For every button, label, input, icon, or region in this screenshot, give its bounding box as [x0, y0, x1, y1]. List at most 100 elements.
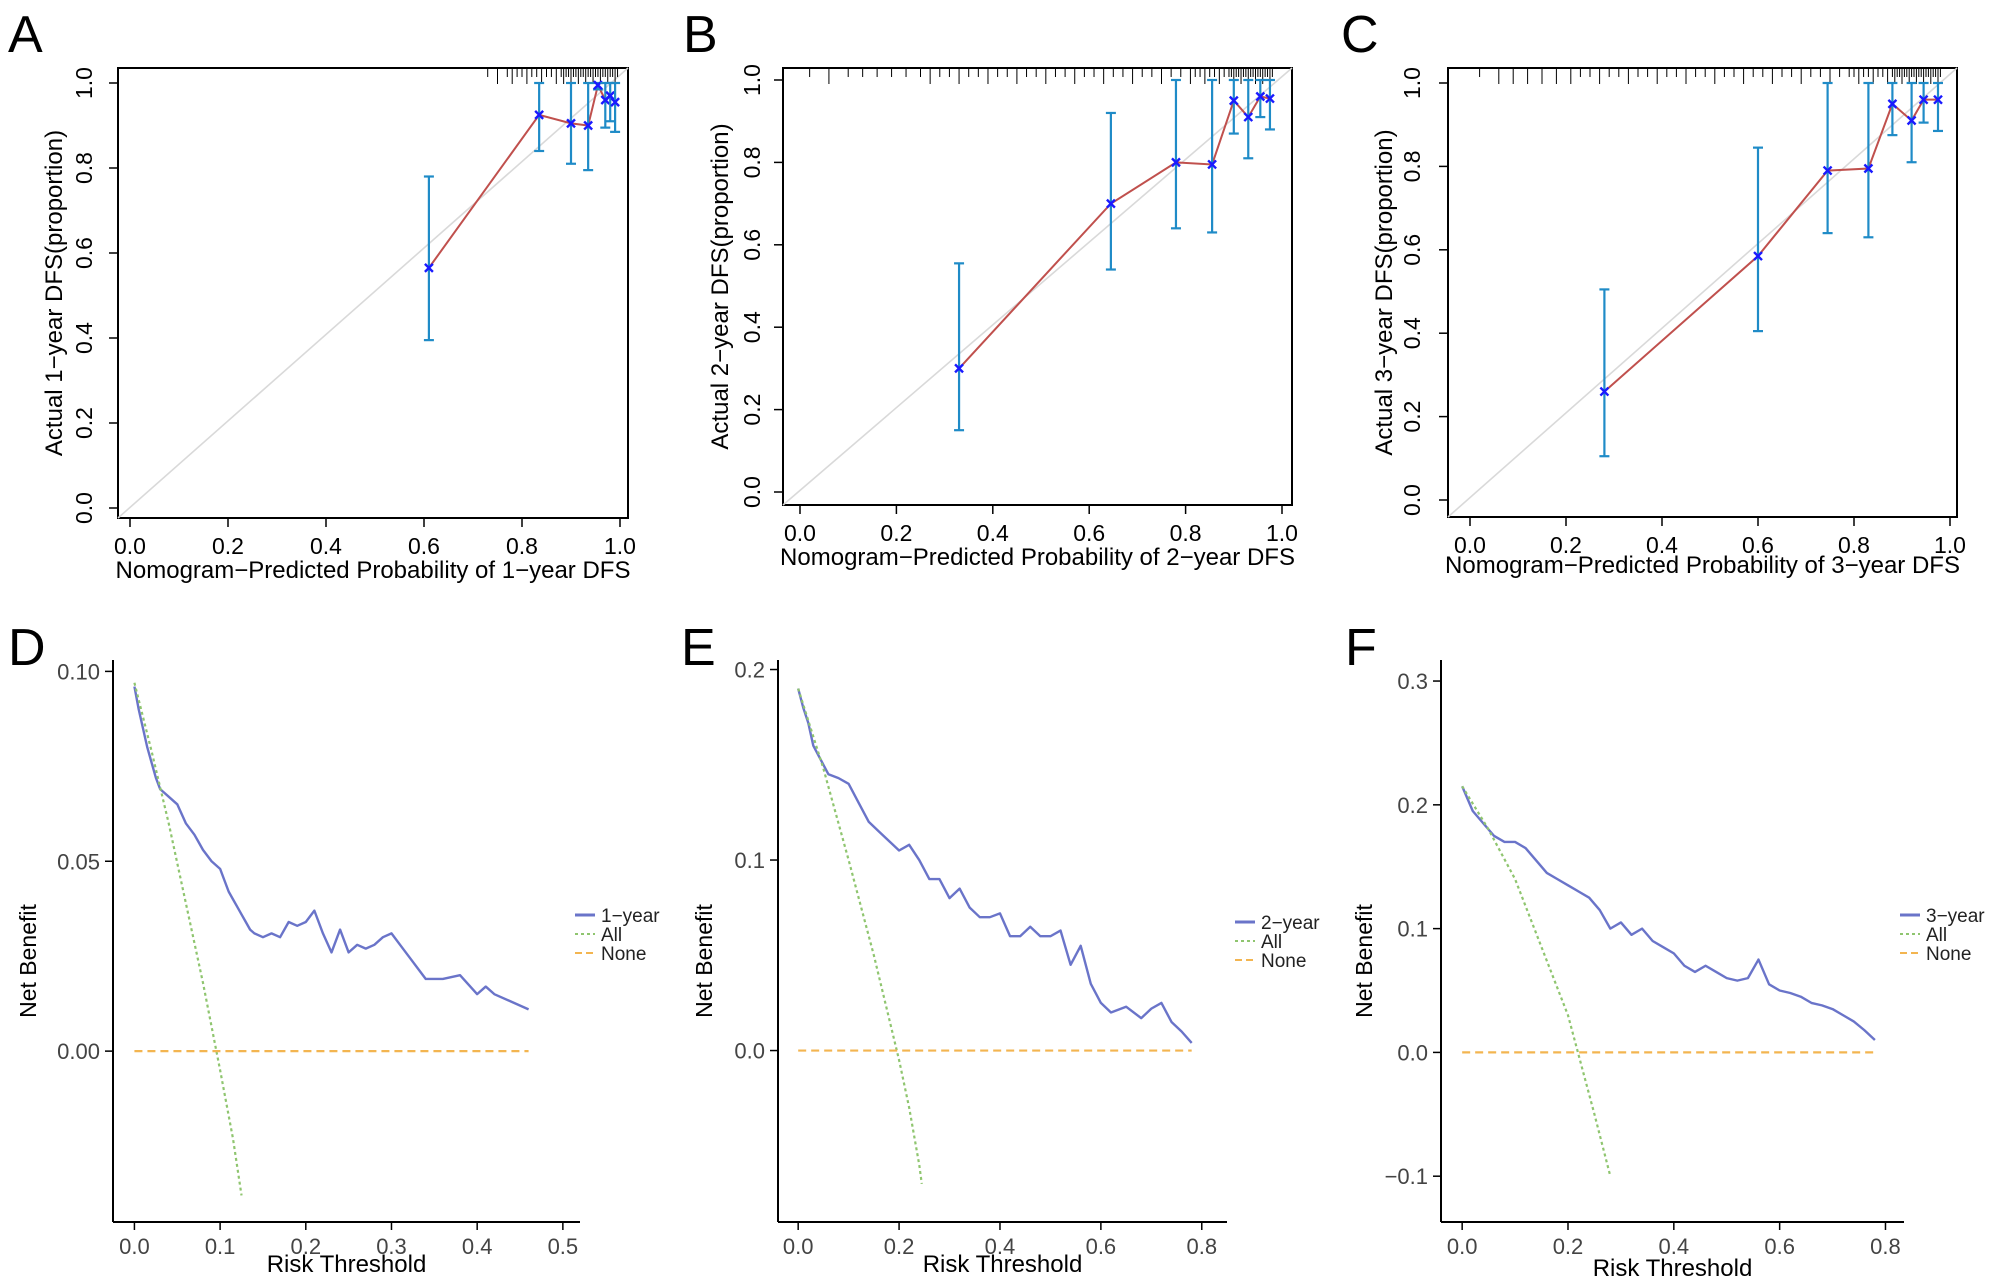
plot-frame — [1447, 67, 1958, 518]
y-tick-label: 0.0 — [1397, 1040, 1428, 1065]
x-tick-label: 0.6 — [1764, 1234, 1795, 1259]
calibration-plot-c: C0.0 0.2 0.4 0.6 0.8 1.00.00.20.40.60.81.0Nom… — [1341, 6, 1966, 579]
x-tick-label: 0.0 — [114, 533, 146, 559]
data-point — [1171, 157, 1181, 168]
y-tick-label: 0.2 — [739, 394, 765, 426]
x-tick-label: 0.2 — [212, 533, 244, 559]
x-tick-label: 0.5 — [548, 1234, 579, 1259]
panel-label: A — [8, 6, 43, 64]
y-tick-label: 1.0 — [1399, 67, 1425, 99]
data-point — [1822, 165, 1833, 176]
x-tick-label: 0.6 — [1742, 532, 1774, 558]
x-tick-label: 0.8 — [1870, 1234, 1901, 1259]
x-tick-label: 0.2 — [1550, 532, 1582, 558]
y-tick-label: 1.0 — [739, 64, 765, 96]
legend-label: 2−year — [1261, 913, 1320, 934]
y-tick-label: 0.0 — [71, 492, 97, 524]
x-axis-label: Nomogram−Predicted Probability of 3−year… — [1445, 552, 1960, 579]
y-tick-label: 0.6 — [739, 229, 765, 261]
ideal-diagonal-line — [782, 67, 1293, 506]
data-point — [583, 120, 593, 131]
y-axis-label: Actual 1−year DFS(proportion) — [41, 130, 68, 456]
x-tick-label: 0.8 — [506, 533, 538, 559]
legend-label: None — [1261, 951, 1306, 972]
data-point — [534, 110, 544, 120]
data-point — [1255, 91, 1266, 102]
y-tick-label: 0.00 — [57, 1039, 100, 1064]
data-point — [1918, 94, 1929, 105]
decision-curve-d: D 0.0 0.1 0.2 0.3 0.4 0.5 0.00 0.05 0.10 1−yearAll… — [8, 619, 660, 1278]
x-tick-label: 0.4 — [985, 1234, 1016, 1259]
data-point — [1228, 95, 1239, 106]
panel-label: D — [8, 619, 46, 677]
x-tick-label: 0.3 — [376, 1234, 407, 1259]
y-tick-label: 0.8 — [739, 146, 765, 178]
ideal-diagonal-line — [1447, 67, 1958, 518]
x-tick-label: 0.8 — [1186, 1234, 1217, 1259]
series-line-all — [797, 688, 923, 1185]
x-tick-label: 0.4 — [1659, 1234, 1690, 1259]
y-tick-label: 0.1 — [734, 848, 765, 873]
panel-label: B — [683, 6, 718, 64]
x-axis-label: Nomogram−Predicted Probability of 1−year… — [116, 557, 631, 584]
x-tick-label: 0.0 — [119, 1234, 150, 1259]
legend-label: None — [601, 944, 646, 965]
x-tick-label: 0.8 — [1170, 520, 1202, 546]
plot-frame — [782, 67, 1293, 506]
data-point — [1887, 99, 1898, 109]
x-tick-label: 0.0 — [1447, 1234, 1478, 1259]
panel-label: C — [1341, 6, 1379, 64]
panel-label: F — [1345, 619, 1377, 677]
x-axis-label: Risk Threshold — [923, 1251, 1083, 1278]
y-tick-label: 0.1 — [1397, 917, 1428, 942]
x-tick-label: 0.2 — [880, 520, 912, 546]
x-tick-label: 0.2 — [291, 1234, 322, 1259]
x-tick-label: 0.2 — [884, 1234, 915, 1259]
y-tick-label: 0.3 — [1397, 669, 1428, 694]
y-tick-label: 0.05 — [57, 849, 100, 874]
x-tick-label: 0.1 — [205, 1234, 236, 1259]
x-tick-label: 0.6 — [1073, 520, 1105, 546]
y-tick-label: 0.2 — [71, 407, 97, 439]
y-tick-label: 0.4 — [1399, 317, 1425, 349]
calibration-plot-b: B0.0 0.2 0.4 0.6 0.8 1.00.00.20.40.60.81.0Nom… — [683, 6, 1298, 571]
data-point — [1933, 94, 1943, 105]
series-line-all — [1461, 785, 1612, 1177]
x-tick-label: 0.6 — [1086, 1234, 1117, 1259]
x-tick-label: 0.4 — [462, 1234, 493, 1259]
x-tick-label: 0.4 — [1646, 532, 1678, 558]
x-tick-label: 0.0 — [784, 520, 816, 546]
data-point — [566, 118, 576, 129]
x-tick-label: 0.4 — [310, 533, 342, 559]
x-tick-label: 1.0 — [604, 533, 636, 559]
legend-label: None — [1926, 944, 1971, 965]
y-axis-label: Net Benefit — [1351, 904, 1377, 1018]
series-line-model — [133, 686, 530, 1011]
x-tick-label: 0.4 — [977, 520, 1009, 546]
y-tick-label: 0.6 — [71, 237, 97, 269]
data-point — [1265, 93, 1275, 104]
x-axis-label: Risk Threshold — [1593, 1255, 1753, 1282]
y-tick-label: 0.6 — [1399, 234, 1425, 266]
y-tick-label: −0.1 — [1385, 1164, 1428, 1189]
legend-label: All — [601, 925, 622, 946]
y-tick-label: 0.10 — [57, 659, 100, 684]
x-tick-label: 0.0 — [1454, 532, 1486, 558]
data-point — [1207, 159, 1217, 170]
plot-frame — [117, 67, 629, 519]
data-point — [424, 263, 434, 273]
legend-label: 3−year — [1926, 906, 1985, 927]
data-point — [1106, 198, 1116, 209]
x-tick-label: 0.6 — [408, 533, 440, 559]
x-tick-label: 1.0 — [1934, 532, 1966, 558]
panel-label: E — [681, 619, 716, 677]
y-tick-label: 0.2 — [1399, 401, 1425, 433]
data-point — [1863, 163, 1874, 174]
data-point — [954, 363, 964, 374]
x-tick-label: 0.8 — [1838, 532, 1870, 558]
